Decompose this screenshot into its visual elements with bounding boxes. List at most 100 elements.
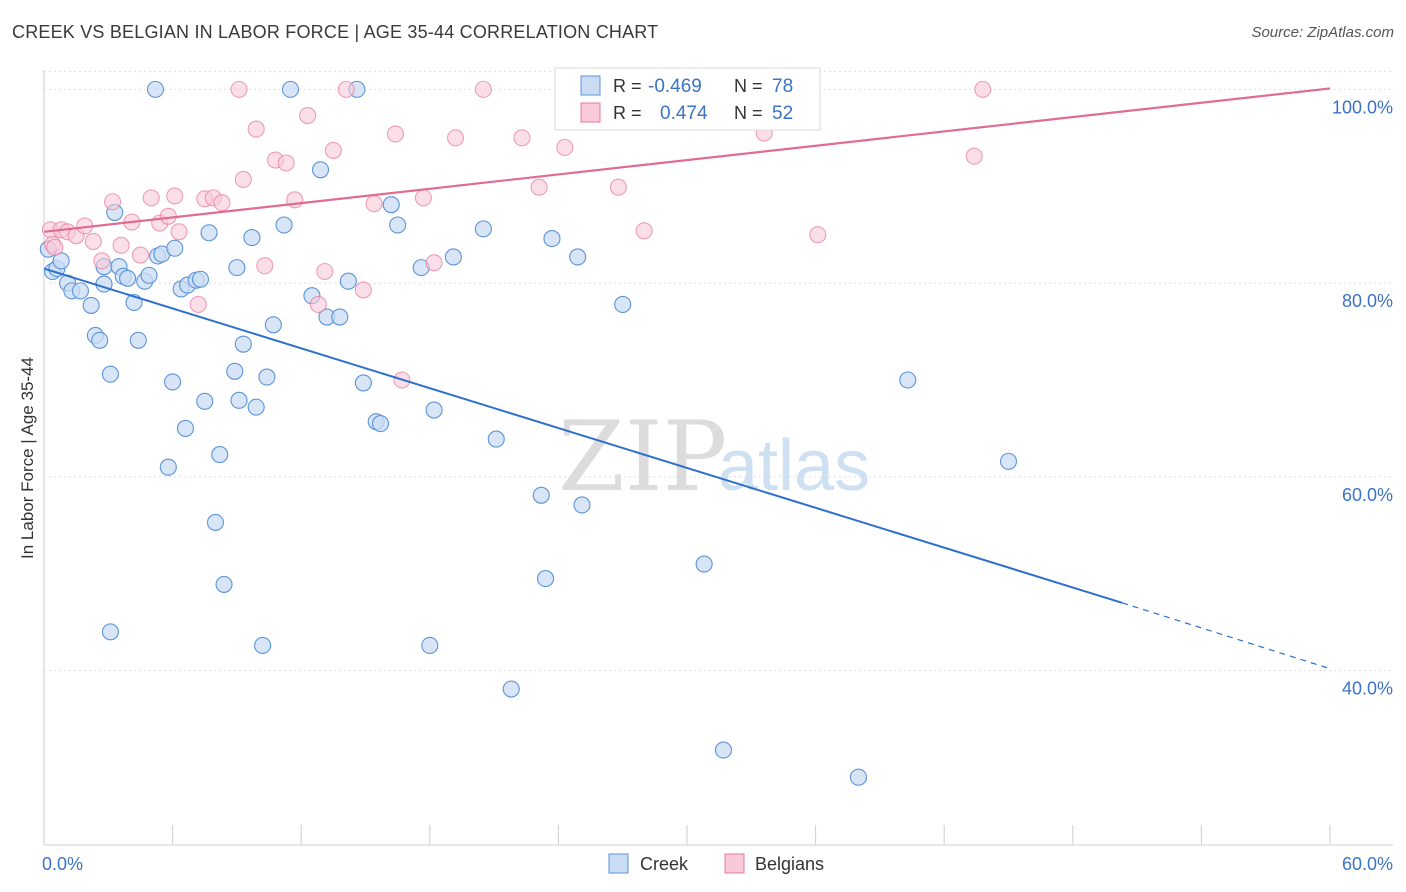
creek-point: [331, 308, 349, 326]
creek-point: [71, 282, 89, 300]
creek-point: [543, 230, 561, 248]
creek-point: [502, 680, 520, 698]
creek-point: [281, 80, 300, 98]
x-tick-label: 0.0%: [42, 854, 83, 874]
source-label: Source: ZipAtlas.com: [1251, 24, 1394, 41]
creek-point: [234, 335, 252, 353]
creek-point: [91, 331, 109, 349]
creek-point: [311, 161, 330, 179]
watermark-zip: ZIP: [558, 401, 727, 513]
belgians-point: [247, 120, 265, 138]
belgians-point: [974, 80, 992, 98]
creek-point: [206, 513, 225, 531]
creek-point: [532, 486, 550, 504]
belgians-point: [46, 238, 64, 256]
belgians-point: [324, 141, 342, 159]
belgians-point: [234, 170, 252, 189]
creek-point: [714, 741, 732, 759]
belgians-point: [142, 189, 160, 207]
creek-point: [243, 229, 261, 247]
x-tick-label: 60.0%: [1342, 854, 1393, 874]
watermark-atlas: atlas: [718, 426, 870, 506]
grid-lines: [44, 70, 1393, 672]
creek-point: [191, 270, 210, 288]
creek-point: [999, 452, 1018, 470]
creek-point: [474, 220, 492, 238]
creek-point: [569, 248, 587, 266]
legend-belgians-swatch: [724, 853, 745, 874]
creek-point: [339, 272, 357, 290]
legend-creek-swatch: [608, 853, 629, 874]
creek-point: [264, 316, 282, 334]
creek-point: [258, 368, 276, 386]
creek-r-label: R =: [613, 76, 642, 96]
creek-point: [101, 365, 119, 383]
belgians-r-label: R =: [613, 103, 642, 123]
belgians-point: [365, 195, 383, 213]
belgians-r-value: 0.474: [660, 103, 708, 124]
belgians-point: [104, 193, 122, 211]
creek-point: [159, 458, 177, 476]
belgians-point: [277, 154, 295, 172]
y-tick-label: 80.0%: [1342, 291, 1393, 311]
legend-belgians-label: Belgians: [755, 854, 824, 874]
creek-point: [275, 216, 293, 234]
creek-point: [421, 636, 439, 654]
creek-points: [39, 80, 1018, 786]
belgians-point: [337, 80, 355, 98]
creek-point: [354, 374, 372, 392]
creek-point: [371, 415, 390, 433]
creek-point: [211, 446, 229, 464]
creek-point: [119, 269, 137, 287]
legend: Creek Belgians: [608, 853, 824, 874]
creek-point: [226, 362, 244, 380]
creek-n-value: 78: [772, 76, 793, 97]
belgians-point: [446, 129, 465, 147]
belgians-point: [93, 252, 111, 270]
belgians-trend-line: [43, 87, 1331, 233]
belgians-point: [474, 80, 492, 98]
x-tick-labels: 0.0% 60.0%: [42, 854, 1393, 874]
creek-point: [573, 496, 591, 514]
creek-point: [164, 373, 182, 391]
belgians-point: [309, 295, 327, 313]
belgians-point: [414, 189, 432, 207]
creek-point: [487, 430, 505, 448]
y-tick-labels: 40.0% 60.0% 80.0% 100.0%: [1332, 97, 1393, 698]
creek-swatch: [580, 75, 601, 96]
belgians-point: [965, 147, 983, 165]
belgians-point: [354, 281, 372, 299]
creek-point: [695, 555, 713, 573]
belgians-point: [635, 222, 653, 240]
belgians-point: [609, 178, 627, 196]
creek-n-label: N =: [734, 76, 763, 96]
belgians-point: [316, 262, 334, 281]
trend-lines: [43, 87, 1331, 670]
creek-point: [849, 768, 868, 786]
creek-point: [382, 196, 400, 214]
y-tick-label: 40.0%: [1342, 679, 1393, 699]
creek-point: [899, 371, 917, 389]
stats-box: R = -0.469 N = 78 R = 0.474 N = 52: [554, 67, 821, 131]
belgians-point: [425, 254, 443, 272]
belgians-point: [299, 106, 317, 125]
creek-point: [176, 419, 195, 437]
creek-point: [200, 224, 218, 242]
belgians-point: [556, 138, 574, 157]
creek-point: [129, 331, 147, 349]
belgians-point: [230, 80, 248, 98]
belgians-point: [809, 226, 827, 244]
belgians-n-value: 52: [772, 103, 793, 124]
creek-point: [389, 216, 407, 234]
y-axis-label: In Labor Force | Age 35-44: [18, 357, 37, 559]
axes: [43, 70, 1393, 846]
creek-point: [196, 392, 214, 410]
creek-point: [247, 398, 265, 416]
creek-point: [82, 296, 100, 314]
creek-point: [228, 259, 246, 277]
creek-trend-extension: [1121, 602, 1331, 670]
belgians-point: [84, 232, 102, 251]
creek-point: [140, 266, 158, 284]
creek-point: [230, 391, 248, 409]
